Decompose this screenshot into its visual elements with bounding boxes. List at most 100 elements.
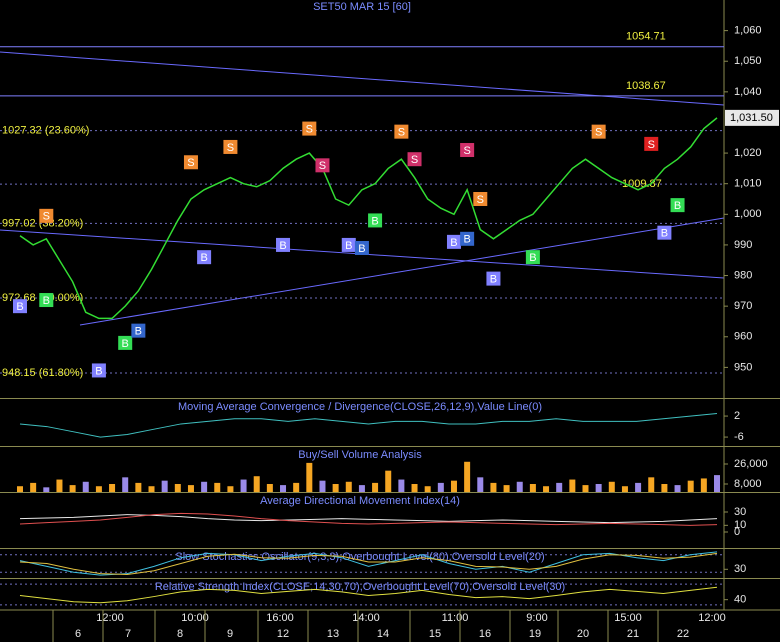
signal — [670, 198, 685, 213]
x-time-label: 15:00 — [614, 612, 642, 624]
x-day-label: 22 — [677, 628, 689, 640]
signal — [460, 143, 475, 158]
bar — [714, 475, 720, 492]
signal — [183, 155, 198, 170]
signal — [525, 250, 540, 265]
signal-label: B — [371, 215, 378, 227]
bar — [661, 484, 668, 492]
y-tick-label: 40 — [734, 594, 746, 606]
bar — [556, 482, 563, 492]
signal — [473, 192, 488, 206]
series-line — [19, 117, 718, 320]
panel-title: Average Directional Movement Index(14) — [260, 495, 460, 507]
x-day-label: 7 — [125, 628, 131, 640]
y-tick-label: 1,010 — [734, 178, 762, 190]
bar — [582, 485, 589, 492]
bar — [306, 462, 313, 492]
y-tick-label: 26,000 — [734, 458, 768, 470]
y-tick-label: -6 — [734, 431, 744, 443]
y-tick-label: 1,000 — [734, 208, 762, 220]
x-day-label: 9 — [227, 628, 233, 640]
bar — [69, 485, 76, 492]
bar — [240, 479, 247, 492]
signal-label: B — [529, 252, 536, 264]
last-price-label: 1,031.50 — [730, 112, 773, 124]
signal-label: S — [187, 157, 194, 169]
y-tick-label: 960 — [734, 331, 752, 343]
bar — [266, 484, 273, 492]
bar — [253, 476, 260, 492]
signal — [644, 136, 659, 151]
trend-line — [79, 217, 725, 326]
signal — [368, 213, 383, 228]
bar — [280, 485, 287, 492]
bar — [345, 481, 352, 492]
bar — [227, 486, 234, 492]
y-tick-label: 2 — [734, 410, 740, 422]
bar — [30, 482, 37, 492]
signal — [39, 208, 54, 223]
signal — [223, 139, 238, 154]
signal-label: S — [227, 142, 234, 154]
y-tick-label: 10 — [734, 519, 746, 531]
x-day-label: 12 — [277, 628, 289, 640]
signal-label: B — [16, 301, 23, 313]
signal — [486, 271, 501, 286]
signal-label: S — [463, 145, 470, 157]
signal — [341, 237, 356, 252]
x-time-label: 12:00 — [96, 612, 124, 624]
x-time-label: 16:00 — [266, 612, 294, 624]
signal-label: B — [279, 240, 286, 252]
bar — [398, 479, 405, 492]
bar — [293, 482, 300, 492]
bar — [411, 484, 418, 492]
bar — [43, 487, 50, 492]
signal — [354, 240, 369, 255]
x-day-label: 16 — [479, 628, 491, 640]
level-label: 1038.67 — [626, 80, 666, 92]
y-tick-label: 970 — [734, 300, 752, 312]
y-tick-label: 30 — [734, 563, 746, 575]
bar — [424, 486, 431, 492]
signal-label: B — [135, 326, 142, 338]
bar — [82, 481, 89, 492]
y-tick-label: 1,040 — [734, 86, 762, 98]
series-line — [19, 551, 718, 576]
signal — [394, 124, 409, 139]
x-day-label: 20 — [577, 628, 589, 640]
bar — [464, 461, 471, 492]
bar — [95, 486, 102, 492]
bar — [635, 482, 642, 492]
signal — [657, 225, 672, 240]
signal-label: B — [43, 295, 50, 307]
bar — [529, 484, 536, 492]
signal-label: B — [95, 365, 102, 377]
bar — [674, 485, 681, 492]
bar — [595, 484, 602, 492]
signal — [13, 299, 27, 314]
x-time-label: 14:00 — [352, 612, 380, 624]
y-tick-label: 990 — [734, 239, 752, 251]
y-tick-label: 980 — [734, 269, 752, 281]
signal-label: S — [306, 123, 313, 135]
y-tick-label: 1,060 — [734, 25, 762, 37]
bar — [187, 485, 194, 492]
panel-title: Slow Stochastics Oscillator(9,3,3),Overb… — [175, 551, 544, 563]
signal-label: B — [490, 274, 497, 286]
signal — [39, 293, 54, 308]
series-line — [19, 552, 718, 576]
signal-label: B — [463, 234, 470, 246]
signal-label: S — [595, 127, 602, 139]
bar — [17, 486, 23, 492]
y-tick-label: 0 — [734, 526, 740, 538]
x-time-label: 11:00 — [442, 612, 469, 624]
x-time-label: 9:00 — [526, 612, 547, 624]
signal-label: B — [200, 252, 207, 264]
signal-label: S — [477, 194, 484, 206]
x-time-label: 12:00 — [698, 612, 726, 624]
signal-label: S — [319, 160, 326, 172]
bar — [214, 482, 221, 492]
signal-label: S — [411, 154, 418, 166]
series-line — [19, 514, 718, 524]
bar — [319, 480, 326, 492]
